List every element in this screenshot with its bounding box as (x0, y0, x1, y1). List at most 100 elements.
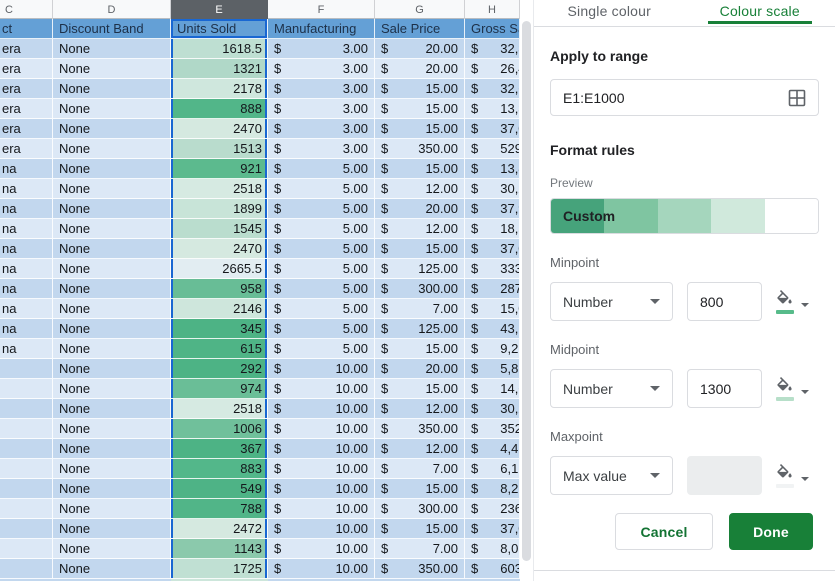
cell-units-sold[interactable]: 1618.5 (171, 39, 268, 59)
cell-sale-price[interactable]: $15.00 (375, 99, 465, 119)
column-header-D[interactable]: D (53, 0, 171, 19)
cell-product[interactable]: na (0, 299, 53, 319)
cell-gross-sales[interactable]: $4,4 (465, 439, 520, 459)
colour-scale-preview[interactable]: Custom (550, 198, 819, 234)
cell-manufacturing[interactable]: $10.00 (268, 559, 375, 579)
cell-sale-price[interactable]: $300.00 (375, 279, 465, 299)
cell-units-sold[interactable]: 2518 (171, 399, 268, 419)
header-cell-units-sold[interactable]: Units Sold (171, 19, 268, 39)
column-header-F[interactable]: F (268, 0, 375, 19)
cell-units-sold[interactable]: 1545 (171, 219, 268, 239)
cell-product[interactable] (0, 359, 53, 379)
cell-product[interactable]: era (0, 59, 53, 79)
cell-discount-band[interactable]: None (53, 419, 171, 439)
cell-product[interactable]: na (0, 159, 53, 179)
cell-sale-price[interactable]: $12.00 (375, 399, 465, 419)
header-cell-gross-sales[interactable]: Gross Sa (465, 19, 520, 39)
scrollbar-thumb[interactable] (522, 21, 531, 561)
cell-manufacturing[interactable]: $10.00 (268, 539, 375, 559)
cell-manufacturing[interactable]: $3.00 (268, 39, 375, 59)
cell-gross-sales[interactable]: $32,6 (465, 79, 520, 99)
cell-manufacturing[interactable]: $10.00 (268, 399, 375, 419)
range-input[interactable] (563, 89, 788, 106)
cell-manufacturing[interactable]: $5.00 (268, 299, 375, 319)
cell-units-sold[interactable]: 974 (171, 379, 268, 399)
cell-product[interactable]: na (0, 239, 53, 259)
cell-sale-price[interactable]: $15.00 (375, 119, 465, 139)
cell-units-sold[interactable]: 2472 (171, 519, 268, 539)
header-cell-sale-price[interactable]: Sale Price (375, 19, 465, 39)
midpoint-type-dropdown[interactable]: Number (550, 369, 673, 408)
cell-sale-price[interactable]: $20.00 (375, 359, 465, 379)
cell-discount-band[interactable]: None (53, 319, 171, 339)
cell-units-sold[interactable]: 292 (171, 359, 268, 379)
column-header-E[interactable]: E (171, 0, 268, 19)
cell-units-sold[interactable]: 1513 (171, 139, 268, 159)
cell-sale-price[interactable]: $12.00 (375, 179, 465, 199)
cell-gross-sales[interactable]: $236,4 (465, 499, 520, 519)
cell-units-sold[interactable]: 888 (171, 99, 268, 119)
cell-gross-sales[interactable]: $37,0 (465, 239, 520, 259)
cell-units-sold[interactable]: 2146 (171, 299, 268, 319)
cell-manufacturing[interactable]: $5.00 (268, 179, 375, 199)
cell-sale-price[interactable]: $350.00 (375, 419, 465, 439)
cell-sale-price[interactable]: $20.00 (375, 39, 465, 59)
vertical-scrollbar[interactable] (520, 0, 533, 581)
cancel-button[interactable]: Cancel (615, 513, 713, 550)
cell-sale-price[interactable]: $20.00 (375, 199, 465, 219)
cell-gross-sales[interactable]: $352,1 (465, 419, 520, 439)
maxpoint-colour-picker[interactable] (775, 463, 809, 488)
cell-gross-sales[interactable]: $13,8 (465, 159, 520, 179)
cell-product[interactable] (0, 499, 53, 519)
cell-sale-price[interactable]: $7.00 (375, 299, 465, 319)
cell-manufacturing[interactable]: $10.00 (268, 419, 375, 439)
cell-gross-sales[interactable]: $30,2 (465, 179, 520, 199)
cell-manufacturing[interactable]: $5.00 (268, 319, 375, 339)
cell-discount-band[interactable]: None (53, 359, 171, 379)
cell-units-sold[interactable]: 615 (171, 339, 268, 359)
cell-gross-sales[interactable]: $287,4 (465, 279, 520, 299)
cell-manufacturing[interactable]: $10.00 (268, 379, 375, 399)
column-header-H[interactable]: H (465, 0, 520, 19)
cell-manufacturing[interactable]: $5.00 (268, 279, 375, 299)
cell-product[interactable]: na (0, 259, 53, 279)
cell-discount-band[interactable]: None (53, 39, 171, 59)
cell-discount-band[interactable]: None (53, 379, 171, 399)
cell-manufacturing[interactable]: $10.00 (268, 459, 375, 479)
cell-gross-sales[interactable]: $5,8 (465, 359, 520, 379)
cell-gross-sales[interactable]: $26,4 (465, 59, 520, 79)
cell-manufacturing[interactable]: $5.00 (268, 339, 375, 359)
cell-discount-band[interactable]: None (53, 299, 171, 319)
cell-product[interactable]: na (0, 319, 53, 339)
cell-product[interactable] (0, 379, 53, 399)
cell-discount-band[interactable]: None (53, 559, 171, 579)
cell-units-sold[interactable]: 367 (171, 439, 268, 459)
cell-product[interactable] (0, 399, 53, 419)
cell-discount-band[interactable]: None (53, 99, 171, 119)
cell-gross-sales[interactable]: $14,6 (465, 379, 520, 399)
cell-units-sold[interactable]: 788 (171, 499, 268, 519)
cell-discount-band[interactable]: None (53, 479, 171, 499)
cell-product[interactable] (0, 419, 53, 439)
cell-product[interactable]: na (0, 179, 53, 199)
cell-sale-price[interactable]: $125.00 (375, 319, 465, 339)
cell-sale-price[interactable]: $7.00 (375, 539, 465, 559)
cell-sale-price[interactable]: $7.00 (375, 459, 465, 479)
header-cell-manufacturing[interactable]: Manufacturing (268, 19, 375, 39)
cell-manufacturing[interactable]: $5.00 (268, 239, 375, 259)
cell-discount-band[interactable]: None (53, 279, 171, 299)
cell-product[interactable] (0, 459, 53, 479)
midpoint-colour-picker[interactable] (775, 376, 809, 401)
cell-product[interactable] (0, 439, 53, 459)
minpoint-colour-picker[interactable] (775, 289, 809, 314)
cell-sale-price[interactable]: $15.00 (375, 479, 465, 499)
cell-discount-band[interactable]: None (53, 339, 171, 359)
cell-units-sold[interactable]: 883 (171, 459, 268, 479)
cell-sale-price[interactable]: $300.00 (375, 499, 465, 519)
cell-product[interactable] (0, 479, 53, 499)
cell-discount-band[interactable]: None (53, 499, 171, 519)
cell-sale-price[interactable]: $15.00 (375, 239, 465, 259)
cell-manufacturing[interactable]: $10.00 (268, 519, 375, 539)
tab-single-colour[interactable]: Single colour (534, 0, 685, 26)
cell-manufacturing[interactable]: $3.00 (268, 99, 375, 119)
